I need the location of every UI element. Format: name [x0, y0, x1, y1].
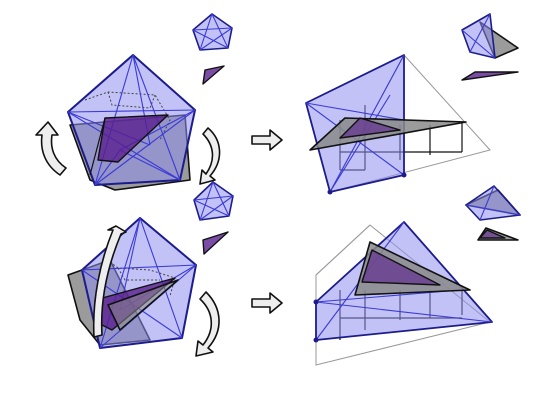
small-polyhedron-bottom [193, 181, 234, 221]
top-left-polyhedron [67, 54, 196, 191]
small-pyramid-bottom-right [465, 185, 521, 221]
small-pyramid-top-right [461, 13, 519, 59]
small-purple-shard-bottom [202, 231, 229, 255]
small-purple-shard-top [202, 65, 225, 85]
small-polyhedron-top [192, 13, 233, 51]
top-right-projection [305, 54, 491, 195]
rotate-left-arrow-bottom [92, 225, 127, 338]
rotate-right-arrow-top [199, 127, 221, 185]
bottom-right-projection [313, 221, 493, 366]
transform-arrow-bottom [251, 292, 283, 314]
small-shard-bottom-right [477, 227, 519, 241]
rotate-left-arrow-top [35, 121, 67, 176]
small-shard-top-right [461, 71, 519, 81]
transform-arrow-top [251, 129, 283, 151]
rotate-right-arrow-bottom [195, 291, 220, 357]
bottom-left-polyhedron [67, 217, 197, 349]
